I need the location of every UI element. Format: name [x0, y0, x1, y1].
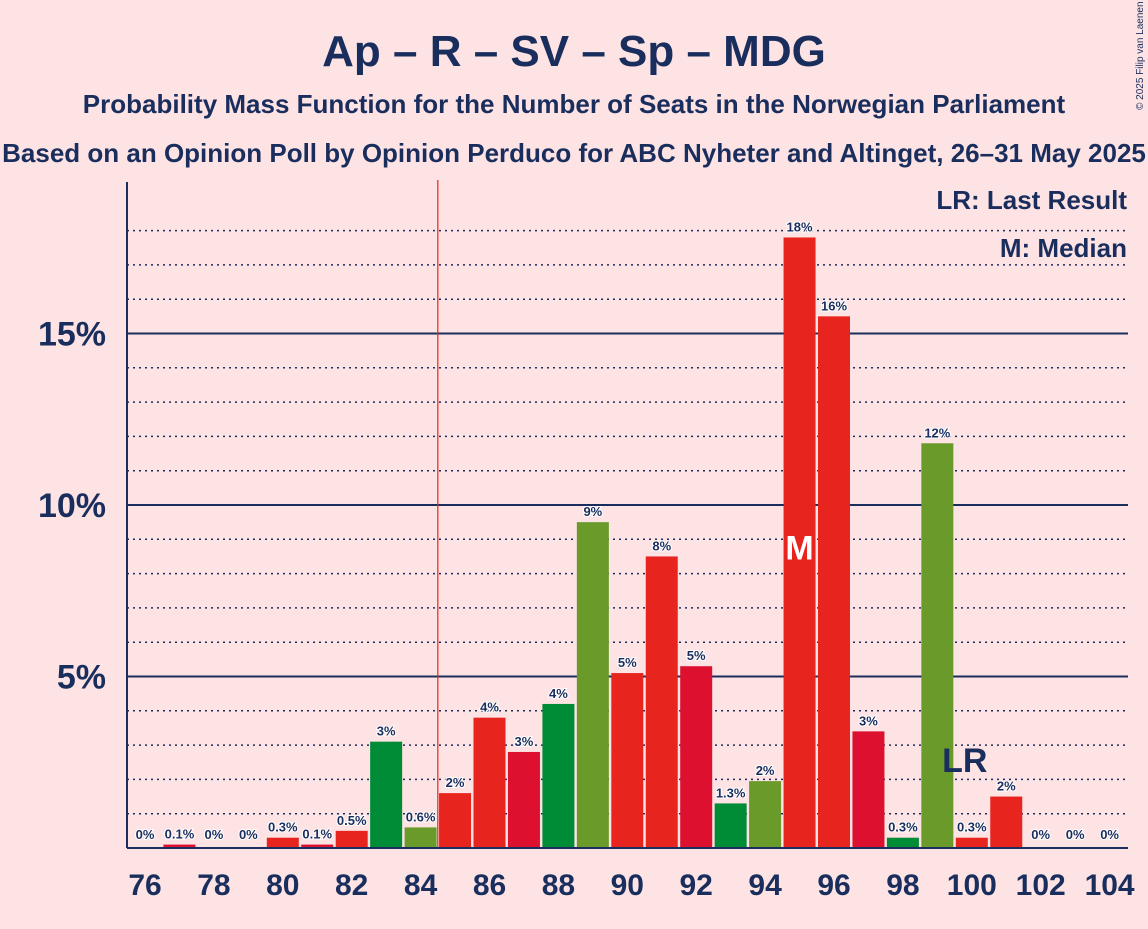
bar-value-label: 4% — [480, 700, 499, 715]
y-tick-label: 5% — [57, 659, 106, 697]
bar-value-label: 3% — [377, 724, 396, 739]
bar-value-label: 3% — [859, 713, 878, 728]
bar-seats-83 — [370, 741, 403, 848]
bar-seats-84 — [404, 827, 437, 848]
bar-value-label: 0% — [1066, 827, 1085, 842]
bar-value-label: 9% — [583, 504, 602, 519]
y-tick-label: 15% — [38, 316, 106, 354]
bar-seats-94 — [749, 781, 782, 848]
x-tick-label: 84 — [404, 869, 438, 902]
x-tick-label: 104 — [1085, 869, 1135, 902]
bar-value-label: 16% — [821, 298, 847, 313]
bar-value-label: 0.1% — [165, 827, 195, 842]
bar-seats-90 — [611, 673, 644, 848]
bar-value-label: 0.3% — [888, 820, 918, 835]
bar-seats-82 — [335, 830, 368, 848]
copyright-notice: © 2025 Filip van Laenen — [1135, 1, 1146, 110]
bar-value-label: 5% — [687, 648, 706, 663]
bar-seats-92 — [680, 666, 713, 848]
bar-seats-77 — [163, 844, 196, 848]
bar-seats-96 — [818, 316, 850, 849]
chart-title: Ap – R – SV – Sp – MDG — [322, 27, 826, 76]
x-tick-label: 102 — [1016, 869, 1066, 902]
last-result-marker: LR — [942, 742, 987, 780]
bar-seats-97 — [852, 731, 885, 848]
bar-seats-89 — [576, 522, 609, 848]
bar-seats-87 — [507, 751, 540, 848]
x-tick-label: 80 — [266, 869, 299, 902]
x-tick-label: 96 — [817, 869, 850, 902]
x-tick-label: 86 — [473, 869, 506, 902]
bar-value-label: 5% — [618, 655, 637, 670]
bar-seats-99 — [921, 443, 954, 848]
bar-value-label: 0% — [1100, 827, 1119, 842]
bar-seats-101 — [990, 796, 1023, 848]
y-tick-label: 10% — [38, 487, 106, 525]
x-tick-label: 76 — [128, 869, 161, 902]
gridlines — [127, 180, 1128, 848]
chart-subtitle-2: Based on an Opinion Poll by Opinion Perd… — [2, 138, 1146, 168]
bar-value-label: 2% — [756, 763, 775, 778]
bar-seats-88 — [542, 703, 575, 848]
legend-median: M: Median — [1000, 233, 1127, 263]
bar-value-label: 2% — [997, 779, 1016, 794]
axes: 5% 10% 15% 76 78 80 82 84 86 88 90 92 94 96 98 100 102 10… — [38, 182, 1135, 902]
bar-seats-85 — [439, 793, 472, 848]
bar-seats-98 — [886, 837, 919, 848]
bar-seats-100 — [955, 837, 988, 848]
bar-value-label: 0.3% — [268, 820, 298, 835]
bar-seats-81 — [301, 844, 334, 848]
chart-subtitle: Probability Mass Function for the Number… — [83, 89, 1066, 119]
bar-value-label: 18% — [787, 219, 813, 234]
x-tick-label: 94 — [748, 869, 782, 902]
x-tick-label: 100 — [947, 869, 997, 902]
bar-seats-91 — [645, 556, 678, 848]
bar-value-label: 1.3% — [716, 785, 746, 800]
bar-value-label: 0% — [205, 827, 224, 842]
bar-value-label: 3% — [515, 734, 534, 749]
bar-value-label: 2% — [446, 775, 465, 790]
bar-value-label: 0.3% — [957, 820, 987, 835]
bar-value-label: 12% — [924, 425, 950, 440]
bar-seats-80 — [266, 837, 299, 848]
bar-series: 0% 0.1% 0% 0% 0.3% 0.1% 0.5% 3% 0.6% 2% 4% 3% 4% 9% 5%… — [135, 218, 1120, 849]
bar-value-label: 0% — [136, 827, 155, 842]
x-tick-label: 98 — [886, 869, 919, 902]
bar-seats-86 — [473, 717, 506, 848]
x-tick-label: 90 — [611, 869, 644, 902]
bar-value-label: 0% — [239, 827, 258, 842]
x-tick-label: 82 — [335, 869, 368, 902]
bar-value-label: 0.1% — [302, 827, 332, 842]
median-marker: M — [785, 529, 813, 567]
bar-value-label: 4% — [549, 686, 568, 701]
x-tick-label: 92 — [680, 869, 713, 902]
bar-value-label: 0.6% — [406, 809, 436, 824]
bar-seats-95 — [783, 237, 816, 848]
x-tick-label: 88 — [542, 869, 575, 902]
legend-last-result: LR: Last Result — [936, 185, 1127, 215]
bar-value-label: 0.5% — [337, 813, 367, 828]
bar-seats-93 — [714, 803, 747, 848]
bar-value-label: 8% — [652, 538, 671, 553]
bar-value-label: 0% — [1031, 827, 1050, 842]
x-tick-label: 78 — [197, 869, 230, 902]
